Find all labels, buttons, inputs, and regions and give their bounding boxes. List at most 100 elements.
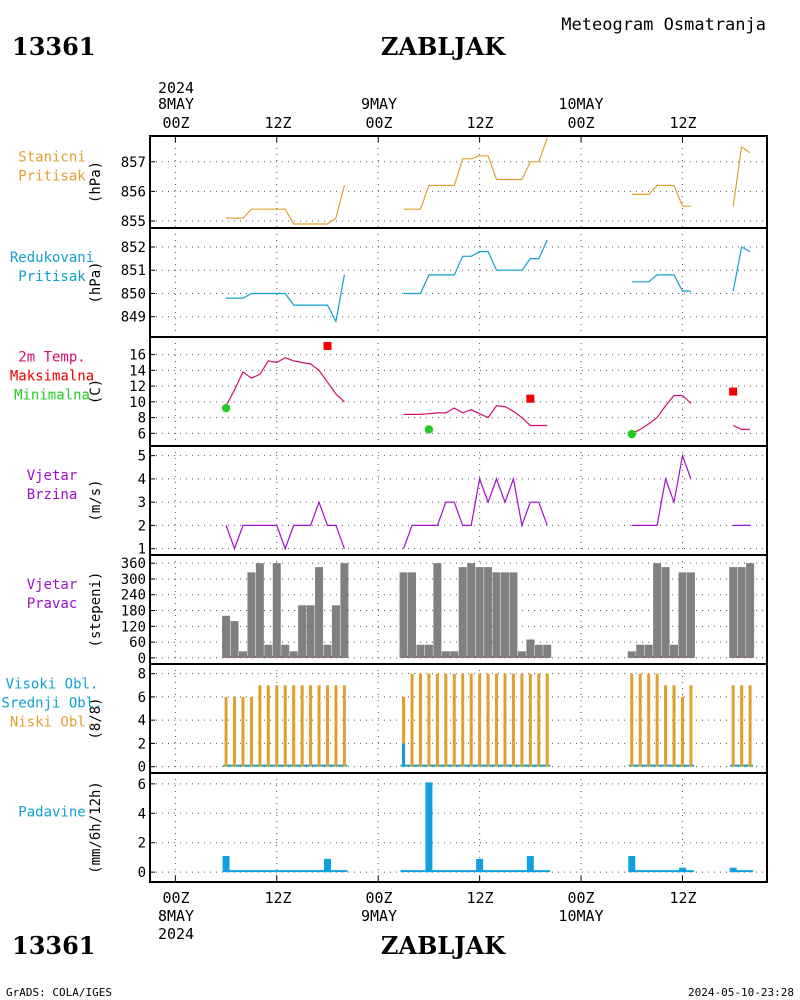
bar bbox=[500, 572, 509, 658]
y-tick-label: 180 bbox=[121, 604, 146, 620]
bar bbox=[680, 696, 684, 767]
bar bbox=[255, 563, 264, 658]
min-temp-marker bbox=[221, 403, 231, 413]
bar bbox=[342, 685, 346, 767]
bar bbox=[461, 673, 465, 767]
bar bbox=[511, 673, 515, 767]
panel-label: Brzina bbox=[27, 487, 78, 503]
bar bbox=[300, 685, 304, 767]
bottom-tick-label: 12Z bbox=[264, 889, 291, 907]
panels: 855856857(hPa)StanicniPritisak8498508518… bbox=[1, 135, 768, 883]
panel-label: Minimalna bbox=[14, 388, 90, 404]
top-day-label-1: 8MAY bbox=[158, 95, 194, 113]
bar bbox=[458, 567, 467, 658]
y-tick-label: 6 bbox=[138, 690, 146, 706]
panel-station_pressure: 855 856 857 (hPa)Stanicni Pritisak bbox=[18, 135, 768, 230]
y-tick-label: 2 bbox=[138, 836, 146, 852]
bar bbox=[402, 696, 406, 767]
y-axis-label: (mm/6h/12h) bbox=[88, 781, 104, 874]
bar bbox=[222, 855, 230, 873]
bar bbox=[289, 651, 298, 658]
bar bbox=[292, 685, 296, 767]
top-tick-label: 00Z bbox=[365, 114, 392, 132]
panel-precipitation: 0 2 4 6 (mm/6h/12h)Padavine bbox=[18, 772, 768, 883]
bar bbox=[258, 685, 262, 767]
series-line bbox=[226, 137, 751, 225]
bar bbox=[298, 605, 307, 658]
bar bbox=[425, 782, 433, 873]
bar bbox=[627, 651, 636, 658]
bar bbox=[526, 855, 534, 873]
bar bbox=[526, 639, 535, 658]
bar bbox=[444, 673, 448, 767]
bar bbox=[746, 563, 755, 658]
bar bbox=[317, 685, 321, 767]
bar bbox=[433, 563, 442, 658]
bar bbox=[315, 567, 324, 658]
bar bbox=[476, 858, 484, 873]
bar bbox=[424, 644, 433, 658]
bar bbox=[628, 855, 636, 873]
bar bbox=[450, 651, 459, 658]
top-year-label: 2024 bbox=[158, 79, 194, 97]
bar bbox=[475, 567, 484, 658]
y-tick-label: 850 bbox=[121, 286, 146, 302]
series-line bbox=[225, 357, 751, 434]
panel-label: Srednji Obl. bbox=[1, 696, 102, 712]
station-name-bottom: ZABLJAK bbox=[381, 931, 506, 960]
bar bbox=[644, 644, 653, 658]
bar bbox=[492, 572, 501, 658]
y-tick-label: 12 bbox=[129, 379, 146, 395]
bar bbox=[534, 644, 543, 658]
top-day-label-3: 10MAY bbox=[558, 95, 603, 113]
bottom-tick-label: 00Z bbox=[365, 889, 392, 907]
y-tick-label: 855 bbox=[121, 214, 146, 230]
bottom-year-label: 2024 bbox=[158, 925, 194, 943]
bar bbox=[543, 644, 552, 658]
panel-label: Pritisak bbox=[18, 269, 86, 285]
bar bbox=[427, 673, 431, 767]
bar bbox=[323, 644, 332, 658]
panel-label: Pritisak bbox=[18, 169, 86, 185]
bar bbox=[647, 673, 651, 767]
panel-reduced_pressure: 849 850 851 852 (hPa)Redukovani Pritisak bbox=[10, 227, 768, 338]
panel-label: Pravac bbox=[27, 596, 78, 612]
y-tick-label: 3 bbox=[138, 495, 146, 511]
y-tick-label: 1 bbox=[138, 542, 146, 558]
bar bbox=[484, 567, 493, 658]
y-axis-label: (8/8) bbox=[88, 697, 104, 739]
panel-label: Visoki Obl. bbox=[6, 677, 99, 693]
y-tick-label: 0 bbox=[138, 865, 146, 881]
y-tick-label: 8 bbox=[138, 667, 146, 683]
bar bbox=[737, 567, 746, 658]
y-tick-label: 300 bbox=[121, 572, 146, 588]
bar bbox=[247, 572, 256, 658]
bottom-tick-label: 12Z bbox=[669, 889, 696, 907]
bar bbox=[686, 572, 695, 658]
panel-frame bbox=[149, 135, 768, 229]
station-id-top: 13361 bbox=[12, 32, 96, 61]
top-day-label-2: 9MAY bbox=[361, 95, 397, 113]
bar bbox=[402, 743, 406, 767]
bar bbox=[325, 685, 329, 767]
panel-label: Vjetar bbox=[27, 577, 78, 593]
bar bbox=[664, 685, 668, 767]
y-tick-label: 2 bbox=[138, 736, 146, 752]
bar bbox=[334, 685, 338, 767]
panel-wind_speed: 1 2 3 4 5 (m/s) Vjetar Brzina bbox=[27, 445, 768, 558]
bar bbox=[653, 563, 662, 658]
y-tick-label: 849 bbox=[121, 310, 146, 326]
y-tick-label: 4 bbox=[138, 713, 146, 729]
bar bbox=[528, 673, 532, 767]
min-temp-marker bbox=[424, 425, 434, 434]
station-id-bottom: 13361 bbox=[12, 931, 96, 960]
y-axis-label: (hPa) bbox=[88, 161, 104, 203]
bottom-tick-label: 00Z bbox=[567, 889, 594, 907]
bar bbox=[509, 572, 518, 658]
bar bbox=[416, 644, 425, 658]
series-line bbox=[225, 453, 751, 551]
bar bbox=[537, 673, 541, 767]
panel-cloudiness: 0 2 4 6 8 (8/8) Visoki Obl. Srednji Obl. Niski O… bbox=[1, 663, 768, 776]
y-tick-label: 0 bbox=[138, 651, 146, 667]
